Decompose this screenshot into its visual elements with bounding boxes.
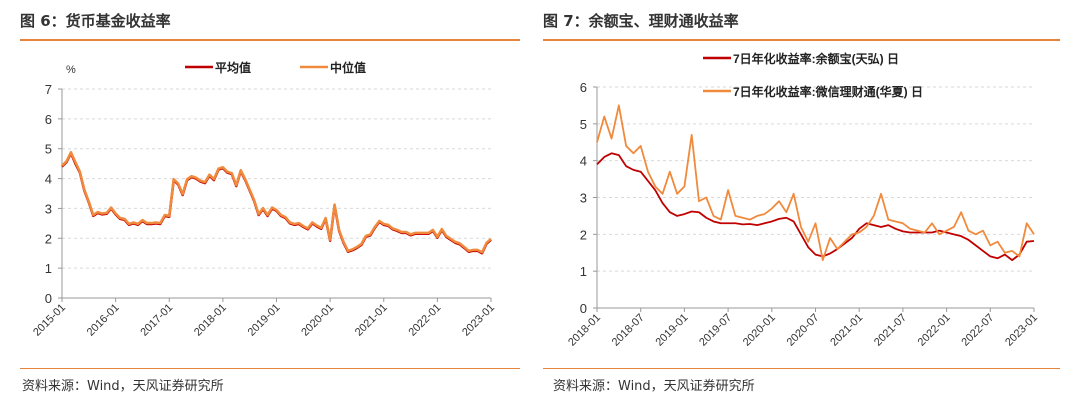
y-tick-label: 6 (45, 112, 52, 127)
x-tick-label: 2022-01 (916, 312, 953, 349)
legend-label-1: 7日年化收益率:微信理财通(华夏) 日 (733, 84, 923, 99)
y-tick-label: 2 (45, 231, 52, 246)
y-tick-label: 3 (45, 201, 52, 216)
x-tick-label: 2023-01 (1003, 312, 1040, 349)
x-tick-label: 2020-01 (741, 312, 778, 349)
y-tick-label: 1 (580, 264, 587, 279)
y-unit-label: % (66, 64, 76, 76)
y-tick-label: 0 (45, 291, 52, 306)
y-tick-label: 2 (580, 227, 587, 242)
left-figure-title: 图 6：货币基金收益率 (20, 12, 171, 30)
left-title-rule (20, 39, 520, 41)
x-tick-label: 2019-01 (246, 302, 283, 339)
x-tick-label: 2023-01 (460, 302, 497, 339)
x-tick-label: 2017-01 (138, 302, 175, 339)
x-tick-label: 2020-07 (785, 312, 822, 349)
x-tick-label: 2021-07 (872, 312, 909, 349)
y-tick-label: 3 (580, 191, 587, 206)
x-tick-label: 2022-07 (959, 312, 996, 349)
x-tick-label: 2019-07 (697, 312, 734, 349)
legend-label-0: 平均值 (215, 60, 251, 75)
x-tick-label: 2015-01 (31, 302, 68, 339)
y-tick-label: 1 (45, 261, 52, 276)
series-line-1 (596, 104, 1035, 262)
x-tick-label: 2020-01 (299, 302, 336, 339)
left-footer-rule (20, 368, 520, 369)
series-line-1 (61, 151, 492, 254)
x-tick-label: 2018-01 (192, 302, 229, 339)
x-tick-label: 2018-01 (566, 312, 603, 349)
right-source: 资料来源：Wind，天风证券研究所 (553, 379, 755, 394)
y-tick-label: 4 (45, 172, 52, 187)
y-tick-label: 4 (580, 154, 587, 169)
x-tick-label: 2018-07 (610, 312, 647, 349)
legend-label-0: 7日年化收益率:余额宝(天弘) 日 (733, 51, 899, 66)
series-line-0 (61, 151, 492, 255)
x-tick-label: 2021-01 (353, 302, 390, 339)
legend-label-1: 中位值 (330, 60, 366, 75)
right-figure-title: 图 7：余额宝、理财通收益率 (543, 12, 739, 30)
y-tick-label: 5 (580, 117, 587, 132)
series-line-0 (596, 152, 1035, 262)
x-tick-label: 2021-01 (828, 312, 865, 349)
y-tick-label: 0 (580, 301, 587, 316)
y-tick-label: 5 (45, 142, 52, 157)
left-source: 资料来源：Wind，天风证券研究所 (22, 379, 224, 394)
x-tick-label: 2022-01 (406, 302, 443, 339)
right-title-rule (543, 39, 1060, 41)
y-tick-label: 6 (580, 80, 587, 95)
x-tick-label: 2019-01 (653, 312, 690, 349)
x-tick-label: 2016-01 (85, 302, 122, 339)
right-footer-rule (543, 368, 1060, 369)
y-tick-label: 7 (45, 82, 52, 97)
